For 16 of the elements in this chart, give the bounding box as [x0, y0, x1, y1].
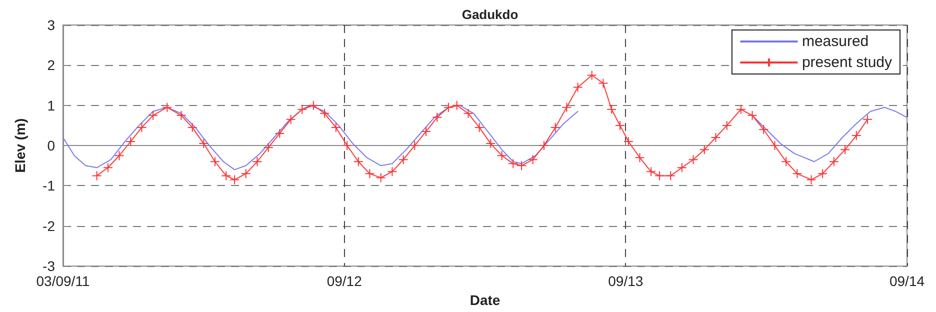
legend-label: present study — [802, 54, 892, 71]
x-tick-label: 03/09/11 — [36, 273, 90, 290]
y-tick-label: 2 — [47, 57, 56, 74]
y-tick-label: 3 — [47, 17, 56, 33]
y-tick-label: -2 — [42, 218, 56, 234]
x-tick-label: 09/12 — [326, 273, 362, 290]
y-tick-label: 1 — [47, 97, 56, 114]
y-axis-title: Elev (m) — [12, 118, 28, 173]
y-tick-label: -1 — [42, 178, 56, 194]
y-tick-label: 0 — [47, 138, 56, 154]
y-tick-label: -3 — [42, 258, 56, 274]
legend-label: measured — [802, 33, 869, 50]
x-axis-title: Date — [470, 292, 500, 308]
x-tick-label: 09/13 — [608, 273, 644, 290]
x-tick-label: 09/14 — [889, 273, 925, 290]
chart-title: Gadukdo — [462, 7, 518, 22]
